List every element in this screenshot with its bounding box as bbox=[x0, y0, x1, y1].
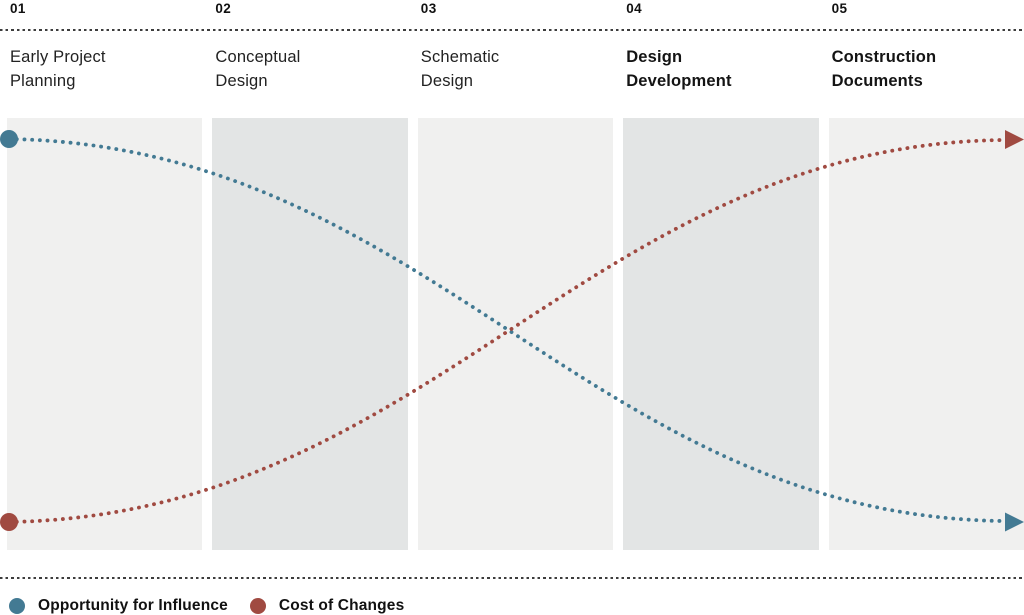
phase-name-construction-documents: Construction Documents bbox=[829, 45, 1024, 93]
phase-name-line: Construction bbox=[831, 48, 937, 66]
phase-number-02: 02 bbox=[215, 1, 232, 16]
legend: Opportunity for Influence Cost of Change… bbox=[9, 597, 404, 615]
footer-dotted-rule bbox=[0, 577, 1024, 579]
phase-number-03: 03 bbox=[420, 1, 437, 16]
phase-panel-05 bbox=[828, 118, 1024, 550]
phase-panel-02 bbox=[212, 118, 408, 550]
legend-item-opportunity-for-influence: Opportunity for Influence bbox=[9, 597, 228, 615]
phase-name-line: Development bbox=[626, 72, 732, 90]
header-dotted-rule bbox=[0, 29, 1024, 31]
phase-numbers-row: 01 02 03 04 05 bbox=[7, 1, 1024, 16]
phase-panel-01 bbox=[7, 118, 203, 550]
phase-name-line: Early Project bbox=[10, 48, 106, 66]
phase-name-line: Design bbox=[626, 48, 683, 66]
phase-name-design-development: Design Development bbox=[623, 45, 818, 93]
phase-name-conceptual-design: Conceptual Design bbox=[212, 45, 407, 93]
phase-name-early-project-planning: Early Project Planning bbox=[7, 45, 202, 93]
legend-label: Opportunity for Influence bbox=[38, 597, 228, 614]
phase-number-05: 05 bbox=[831, 1, 848, 16]
phase-names-row: Early Project Planning Conceptual Design… bbox=[7, 45, 1024, 93]
phase-panels-row bbox=[7, 118, 1024, 550]
phase-name-schematic-design: Schematic Design bbox=[418, 45, 613, 93]
phase-name-line: Design bbox=[420, 72, 474, 90]
phase-name-line: Design bbox=[215, 72, 268, 90]
phase-panel-04 bbox=[623, 118, 819, 550]
legend-label: Cost of Changes bbox=[278, 597, 405, 614]
phase-name-line: Planning bbox=[10, 72, 76, 90]
phase-number-04: 04 bbox=[626, 1, 643, 16]
influence-legend-dot-icon bbox=[9, 598, 25, 614]
phase-name-line: Schematic bbox=[420, 48, 500, 66]
legend-item-cost-of-changes: Cost of Changes bbox=[249, 597, 405, 615]
cost-legend-dot-icon bbox=[249, 598, 266, 614]
phase-name-line: Documents bbox=[831, 72, 923, 90]
phase-name-line: Conceptual bbox=[215, 48, 301, 66]
phase-number-01: 01 bbox=[10, 1, 26, 16]
phase-panel-03 bbox=[417, 118, 614, 550]
